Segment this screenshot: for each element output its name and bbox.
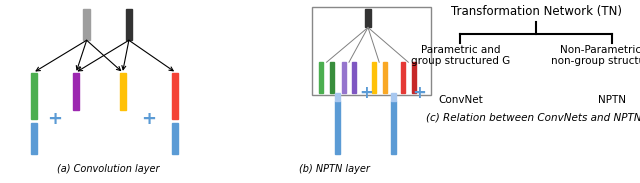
- Bar: [31, 123, 37, 154]
- Bar: [312, 7, 431, 95]
- Text: ConvNet: ConvNet: [438, 95, 483, 105]
- Text: Transformation Network (TN): Transformation Network (TN): [451, 5, 622, 18]
- Bar: [401, 62, 405, 93]
- Text: +: +: [413, 84, 426, 102]
- Text: Parametric and
group structured G: Parametric and group structured G: [411, 45, 510, 66]
- Text: +: +: [359, 84, 372, 102]
- Text: +: +: [47, 110, 63, 128]
- Bar: [172, 73, 179, 119]
- Bar: [412, 62, 416, 93]
- Bar: [383, 62, 387, 93]
- Bar: [335, 101, 340, 154]
- Text: (c) Relation between ConvNets and NPTNs: (c) Relation between ConvNets and NPTNs: [426, 113, 640, 123]
- Bar: [335, 93, 340, 101]
- Bar: [330, 62, 334, 93]
- Text: (b) NPTN layer: (b) NPTN layer: [299, 164, 370, 174]
- Bar: [342, 62, 346, 93]
- Bar: [31, 73, 37, 119]
- Bar: [352, 62, 356, 93]
- Bar: [365, 9, 371, 27]
- Bar: [83, 9, 90, 40]
- Text: NPTN: NPTN: [598, 95, 627, 105]
- Bar: [372, 62, 376, 93]
- Bar: [391, 101, 396, 154]
- Text: +: +: [141, 110, 156, 128]
- Text: Non-Parametric and
non-group structured G: Non-Parametric and non-group structured …: [551, 45, 640, 66]
- Bar: [125, 9, 132, 40]
- Bar: [319, 62, 323, 93]
- Bar: [391, 93, 396, 101]
- Text: (a) Convolution layer: (a) Convolution layer: [56, 164, 159, 174]
- Bar: [172, 123, 179, 154]
- Bar: [73, 73, 79, 110]
- Bar: [120, 73, 125, 110]
